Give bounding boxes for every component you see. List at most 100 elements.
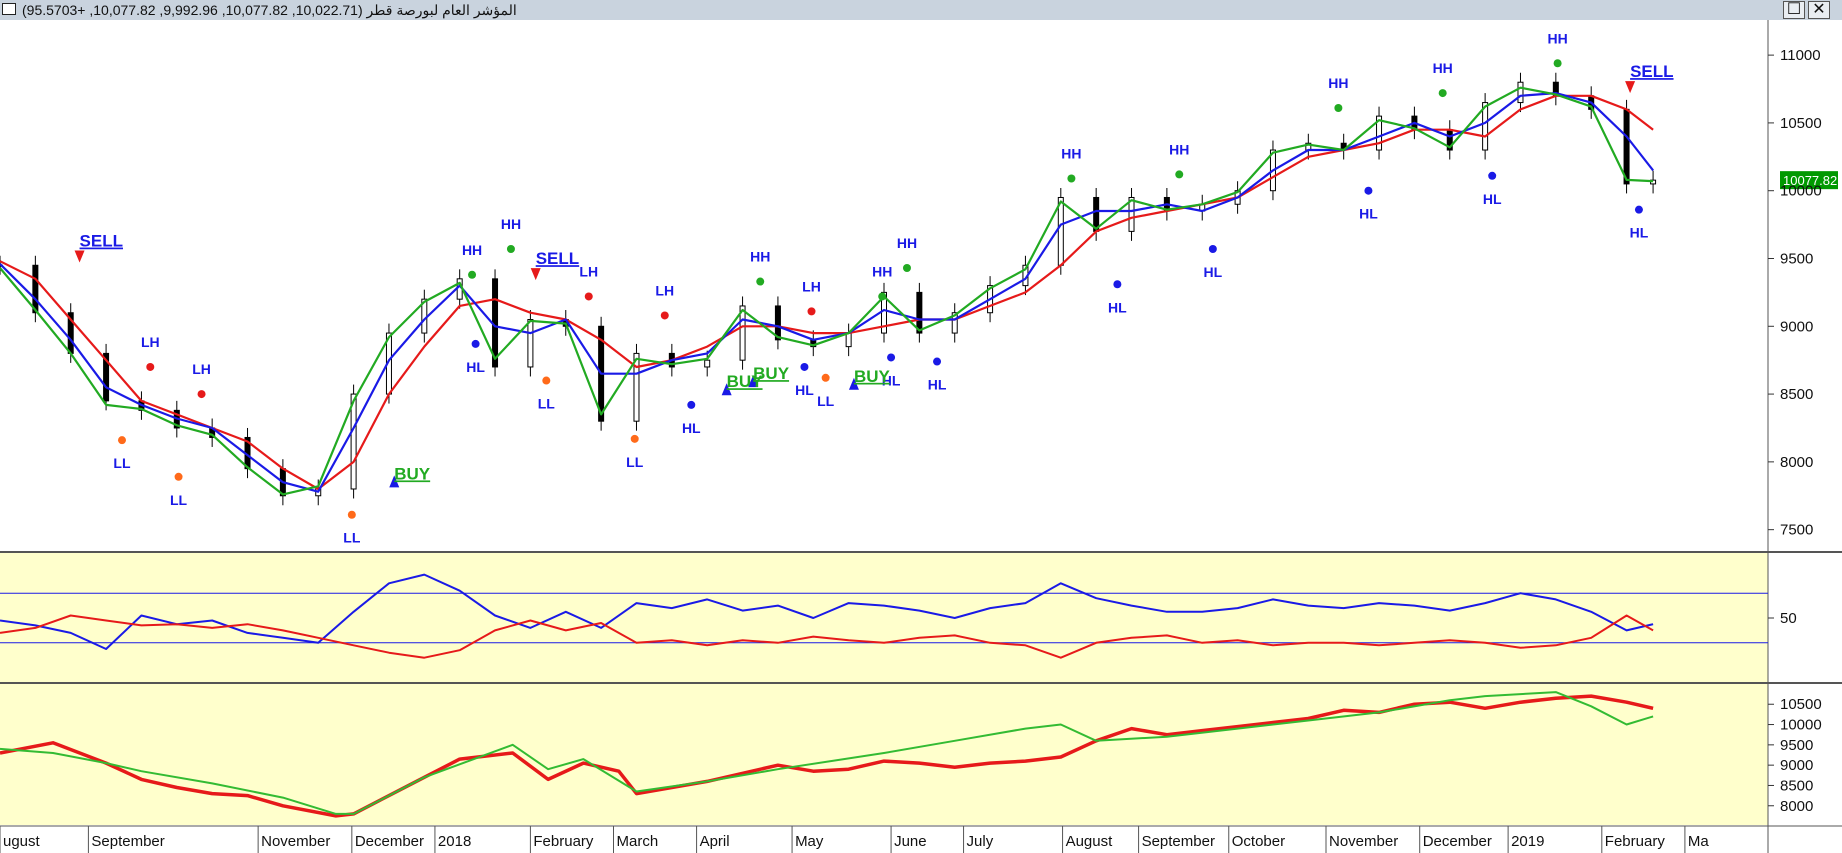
price-candle [1128, 196, 1135, 232]
signal-label: SELL [536, 249, 579, 268]
pivot-label: HL [1108, 299, 1127, 315]
lower-y-tick-label: 8000 [1780, 798, 1813, 815]
lower-y-tick-label: 9000 [1780, 757, 1813, 774]
month-label: September [1142, 833, 1215, 850]
signal-arrow [1625, 81, 1636, 94]
lower-green-line [0, 691, 1654, 815]
signal-label: BUY [394, 464, 431, 483]
pivot-label: HH [1328, 75, 1348, 91]
pivot-dot [1067, 174, 1076, 183]
close-button[interactable]: ✕ [1808, 1, 1830, 19]
pivot-dot [506, 245, 515, 254]
pivot-label: HL [1630, 225, 1649, 241]
price-candle [1517, 81, 1524, 104]
pivot-dot [821, 373, 830, 382]
price-y-tick-label: 7500 [1780, 522, 1813, 539]
signal-label: BUY [854, 367, 891, 386]
signal-label: BUY [753, 364, 790, 383]
pivot-label: HL [795, 382, 814, 398]
pivot-dot [1334, 103, 1343, 112]
pivot-label: LH [141, 334, 160, 350]
month-label: February [533, 833, 594, 850]
price-candle [633, 352, 640, 422]
price-y-tick-label: 11000 [1780, 47, 1821, 64]
month-label: October [1232, 833, 1285, 850]
pivot-dot [1364, 186, 1373, 195]
pivot-label: HH [1169, 141, 1189, 157]
price-y-tick-label: 8500 [1780, 386, 1813, 403]
lower-y-tick-label: 9500 [1780, 737, 1813, 754]
signal-arrow [748, 375, 759, 388]
pivot-dot [347, 510, 356, 519]
pivot-dot [1208, 245, 1217, 254]
signal-arrow [74, 250, 85, 263]
oscillator-red-line [0, 614, 1654, 659]
month-label: November [1329, 833, 1398, 850]
pivot-dot [878, 292, 887, 301]
mid-ma-line [0, 92, 1654, 493]
pivot-label: HL [466, 359, 485, 375]
pivot-label: HH [1433, 60, 1453, 76]
pivot-dot [146, 362, 155, 371]
pivot-dot [1553, 59, 1562, 68]
price-y-tick-label: 8000 [1780, 454, 1813, 471]
pivot-dot [887, 353, 896, 362]
pivot-dot [542, 376, 551, 385]
signal-arrow [721, 383, 732, 396]
price-y-tick-label: 9500 [1780, 250, 1813, 267]
price-candle [103, 352, 110, 402]
pivot-label: HH [1061, 145, 1081, 161]
price-candle [951, 312, 958, 334]
pivot-label: LH [192, 361, 211, 377]
pivot-label: LH [579, 263, 598, 279]
month-label: 2018 [438, 833, 471, 850]
slow-ma-line [0, 94, 1654, 491]
pivot-dot [174, 472, 183, 481]
month-label: November [261, 833, 330, 850]
oscillator-panel-bg [0, 553, 1768, 683]
pivot-label: LL [626, 454, 644, 470]
fast-ma-line [0, 86, 1654, 496]
price-y-tick-label: 10000 [1780, 183, 1822, 200]
month-label: June [894, 833, 927, 850]
pivot-label: LL [817, 393, 835, 409]
lower-y-tick-label: 8500 [1780, 777, 1813, 794]
stock-chart[interactable]: 7500 8000 8500 9000 9500 10000 10500 11000 10077… [0, 20, 1842, 853]
lower-red-line [0, 694, 1654, 818]
price-y-tick-label: 10500 [1780, 115, 1822, 132]
price-candle [916, 291, 923, 334]
pivot-label: LH [802, 278, 821, 294]
pivot-label: HH [462, 242, 482, 258]
month-label: March [616, 833, 658, 850]
price-candle [1482, 102, 1489, 151]
signal-label: SELL [80, 232, 123, 251]
month-label: Ma [1688, 833, 1709, 850]
price-candle [774, 305, 781, 341]
pivot-label: HL [928, 377, 947, 393]
month-label: December [355, 833, 424, 850]
pivot-dot [1438, 89, 1447, 98]
month-label: September [91, 833, 164, 850]
oscillator-y-tick-label: 50 [1780, 610, 1797, 627]
lower-y-tick-label: 10500 [1780, 696, 1822, 713]
pivot-dot [687, 400, 696, 409]
price-candle [1376, 115, 1383, 151]
price-candle [32, 264, 39, 314]
signal-arrow [530, 268, 541, 281]
restore-button[interactable]: ☐ [1783, 1, 1805, 19]
pivot-dot [933, 357, 942, 366]
pivot-label: HL [1359, 206, 1378, 222]
pivot-label: LL [538, 396, 556, 412]
window-menu-icon[interactable] [2, 3, 16, 15]
signal-label: BUY [727, 372, 764, 391]
price-candle [350, 393, 357, 490]
signal-label: SELL [1630, 62, 1673, 81]
price-candle [1623, 108, 1630, 185]
pivot-label: HH [1547, 30, 1567, 46]
pivot-dot [1113, 280, 1122, 289]
pivot-dot [117, 436, 126, 445]
pivot-dot [630, 434, 639, 443]
pivot-dot [584, 292, 593, 301]
signal-arrow [389, 475, 400, 488]
pivot-label: HL [1204, 264, 1223, 280]
